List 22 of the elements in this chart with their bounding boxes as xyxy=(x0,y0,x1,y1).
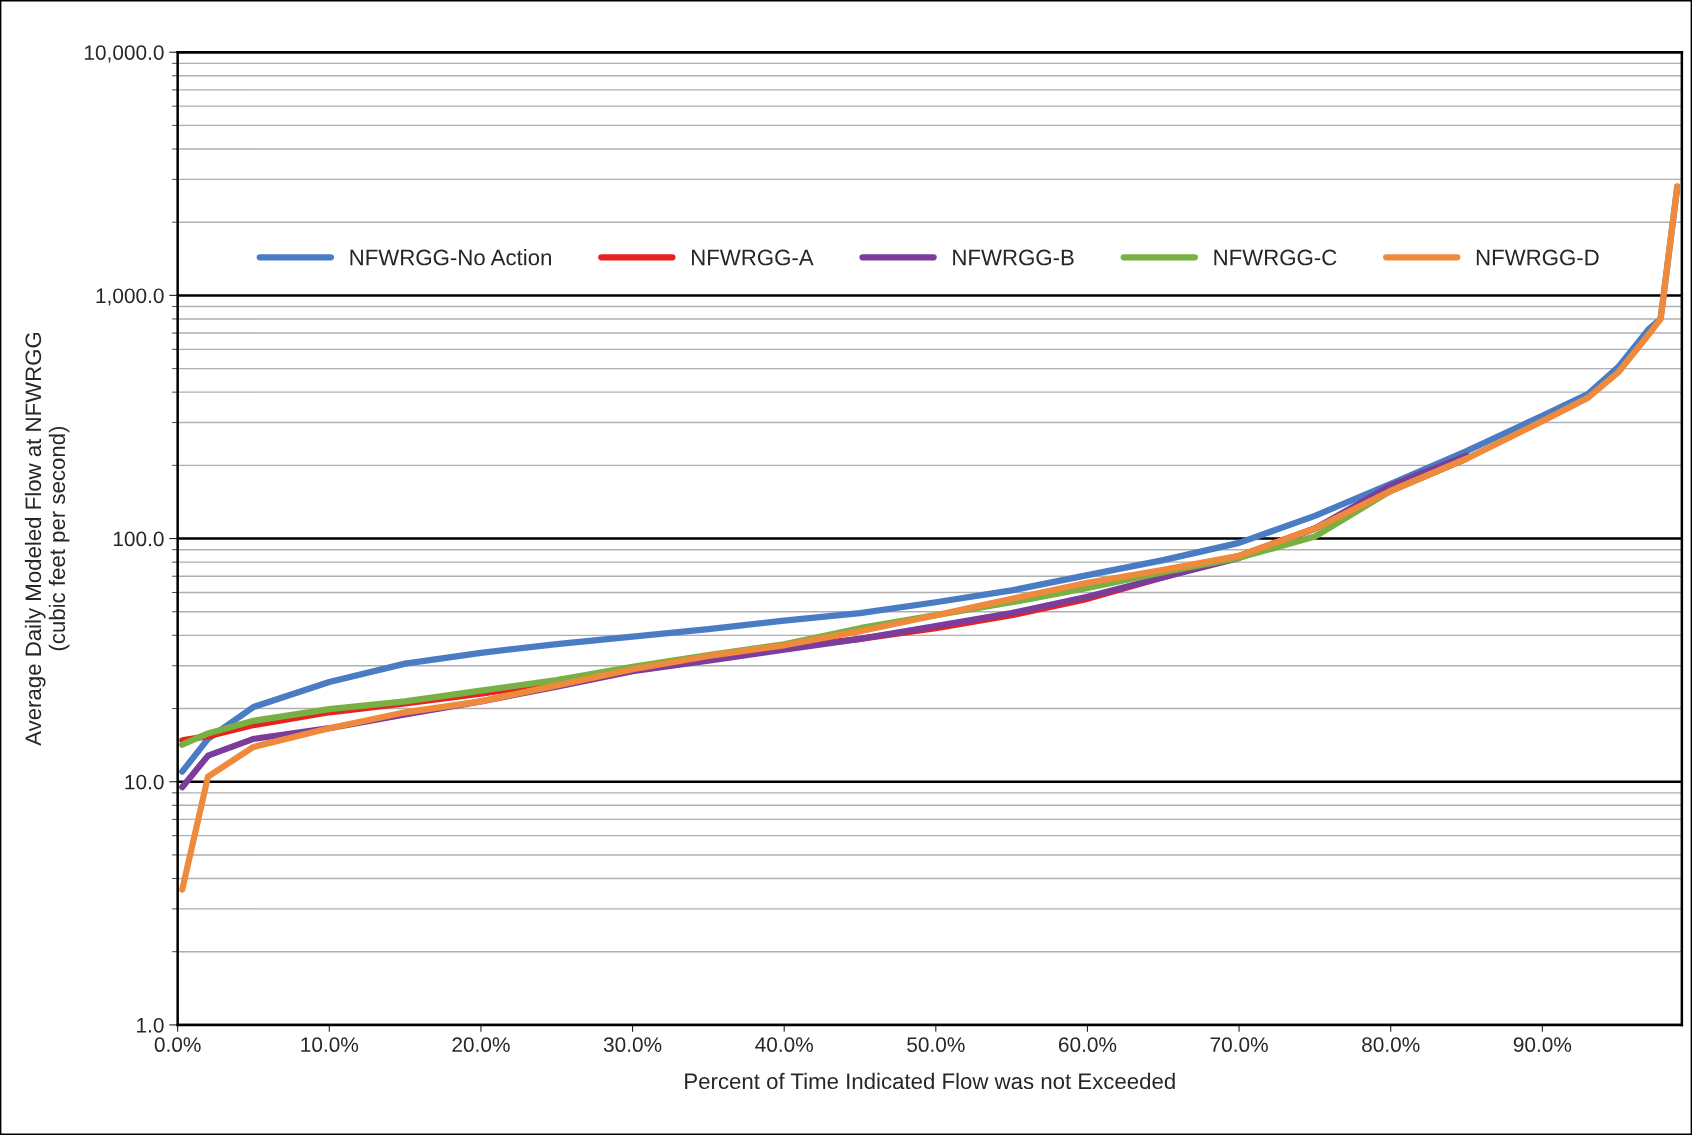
legend-label: NFWRGG-A xyxy=(692,249,814,266)
x-tick-label: 10.0% xyxy=(301,1037,359,1053)
y-tick-label: 1,000.0 xyxy=(96,288,164,306)
legend-label: NFWRGG-No Action xyxy=(350,249,551,266)
x-axis-title: Percent of Time Indicated Flow was not Exceeded xyxy=(685,1072,1175,1090)
legend-label: NFWRGG-B xyxy=(953,249,1074,266)
legend-label: NFWRGG-C xyxy=(1214,249,1337,266)
x-tick-label: 90.0% xyxy=(1513,1037,1572,1053)
x-tick-label: 60.0% xyxy=(1058,1037,1117,1053)
y-axis-title: Average Daily Modeled Flow at NFWRGG (cubic feet per second) xyxy=(24,332,70,746)
x-tick-label: 50.0% xyxy=(907,1037,965,1053)
x-tick-label: 70.0% xyxy=(1210,1037,1268,1053)
x-tick-label: 40.0% xyxy=(755,1037,813,1053)
y-tick-label: 10,000.0 xyxy=(84,45,164,63)
y-tick-label: 100.0 xyxy=(113,531,164,547)
x-tick-label: 30.0% xyxy=(603,1037,662,1053)
y-tick-label: 1.0 xyxy=(137,1017,164,1033)
x-tick-label: 0.0% xyxy=(154,1037,201,1053)
x-tick-label: 80.0% xyxy=(1362,1037,1420,1053)
x-tick-label: 20.0% xyxy=(452,1037,510,1053)
y-tick-label: 10.0 xyxy=(125,774,164,790)
legend-label: NFWRGG-D xyxy=(1476,249,1599,266)
